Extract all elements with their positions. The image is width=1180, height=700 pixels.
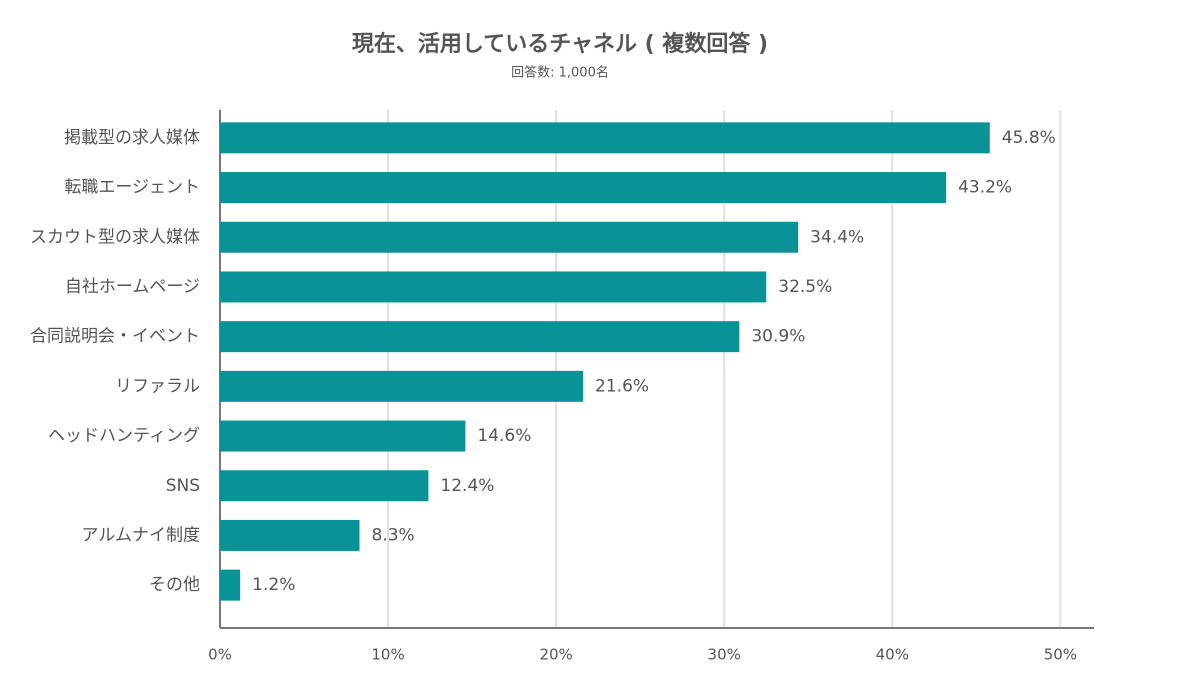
y-tick-label: 転職エージェント [64,178,200,198]
bar [220,470,429,502]
value-label: 34.4% [810,227,864,247]
y-tick-label: SNS [166,476,200,496]
y-tick-label: リファラル [115,376,200,396]
x-tick-label: 10% [371,646,404,664]
value-label: 45.8% [1002,128,1056,148]
x-tick-label: 0% [208,646,232,664]
y-tick-label: アルムナイ制度 [82,525,201,545]
y-tick-label: 掲載型の求人媒体 [64,128,200,148]
bar [220,420,466,452]
y-tick-label: スカウト型の求人媒体 [30,227,200,247]
chart-title: 現在、活用しているチャネル ( 複数回答 ) [352,31,768,57]
y-tick-label: 合同説明会・イベント [30,327,200,347]
value-label: 1.2% [252,575,295,595]
chart-subtitle: 回答数: 1,000名 [511,65,609,81]
value-label: 14.6% [477,426,531,446]
bar [220,122,990,154]
x-tick-label: 40% [876,646,909,664]
value-label: 21.6% [595,376,649,396]
value-label: 43.2% [958,178,1012,198]
x-tick-label: 50% [1044,646,1077,664]
y-tick-label: その他 [149,575,200,595]
bar [220,321,740,353]
value-label: 8.3% [372,525,415,545]
bar [220,172,947,204]
bar [220,569,241,601]
value-label: 12.4% [440,476,494,496]
bar [220,519,360,551]
value-label: 32.5% [778,277,832,297]
bar [220,370,584,402]
x-tick-label: 20% [539,646,572,664]
x-tick-label: 30% [708,646,741,664]
y-tick-label: 自社ホームページ [65,277,200,297]
bar [220,221,799,253]
y-tick-label: ヘッドハンティング [48,426,200,446]
value-label: 30.9% [751,327,805,347]
bar [220,271,767,303]
